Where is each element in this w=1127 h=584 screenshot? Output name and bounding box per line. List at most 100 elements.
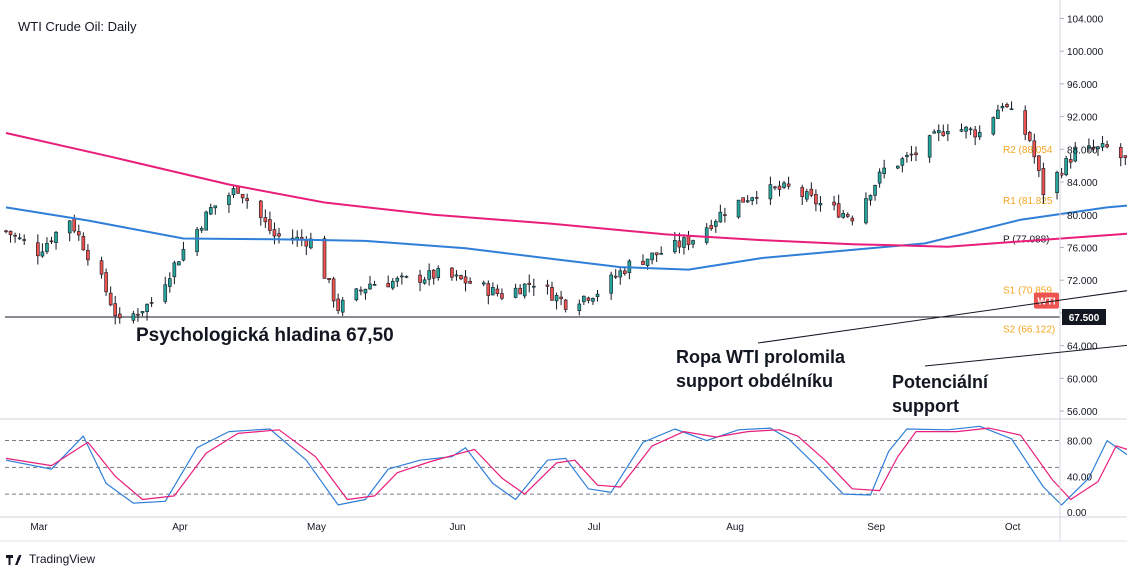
- moving-averages: [6, 133, 1127, 270]
- support-price-label: 67.500: [1069, 313, 1100, 324]
- candle-up: [1065, 158, 1068, 174]
- candle-up: [969, 129, 972, 130]
- price-tick-label: 84.000: [1067, 178, 1098, 189]
- candle-down: [432, 270, 435, 278]
- candle-down: [910, 154, 913, 155]
- candle-down: [528, 283, 531, 284]
- candle-down: [237, 187, 240, 194]
- candle-up: [369, 284, 372, 289]
- candle-up: [1010, 109, 1013, 110]
- oscillator-tick-label: 0.00: [1067, 508, 1087, 519]
- candle-up: [482, 283, 485, 284]
- oscillator-tick-label: 80.00: [1067, 437, 1092, 448]
- axes: 56.00060.00064.00068.00072.00076.00080.0…: [0, 0, 1127, 541]
- candle-up: [45, 243, 48, 251]
- candle-down: [387, 283, 390, 287]
- candle-up: [751, 198, 754, 201]
- candle-up: [18, 238, 21, 239]
- time-tick-label: May: [307, 522, 326, 533]
- candle-up: [682, 238, 685, 248]
- time-tick-label: Sep: [867, 522, 885, 533]
- candle-down: [678, 241, 681, 247]
- chart-title: WTI Crude Oil: Daily: [18, 19, 136, 34]
- candle-down: [755, 197, 758, 198]
- candle-down: [359, 290, 362, 291]
- candle-down: [305, 240, 308, 246]
- candle-down: [419, 275, 422, 282]
- candle-down: [814, 194, 817, 204]
- candle-up: [591, 298, 594, 301]
- candle-up: [68, 221, 71, 233]
- candle-down: [773, 187, 776, 188]
- candle-up: [737, 200, 740, 217]
- candle-up: [141, 311, 144, 312]
- candle-down: [1106, 145, 1109, 147]
- candle-up: [819, 203, 822, 205]
- candle-up: [132, 314, 135, 321]
- candle-up: [651, 253, 654, 260]
- candle-down: [328, 278, 331, 279]
- candle-up: [582, 296, 585, 302]
- candle-down: [560, 297, 563, 299]
- candle-up: [455, 275, 458, 276]
- candle-down: [118, 314, 121, 318]
- candle-up: [146, 304, 149, 312]
- candle-up: [928, 136, 931, 158]
- candle-down: [546, 285, 549, 286]
- candle-up: [173, 263, 176, 277]
- candle-down: [469, 281, 472, 283]
- candle-down: [268, 220, 271, 231]
- candle-down: [1006, 104, 1009, 106]
- candle-up: [164, 285, 167, 302]
- tradingview-logo-icon: [6, 554, 24, 564]
- candle-down: [1069, 159, 1072, 162]
- candle-up: [177, 262, 180, 265]
- time-tick-label: Mar: [30, 522, 48, 533]
- candle-down: [14, 235, 17, 236]
- brand-name: TradingView: [29, 552, 95, 566]
- candle-up: [227, 195, 230, 204]
- candle-up: [960, 130, 963, 132]
- candle-down: [742, 198, 745, 203]
- candle-up: [341, 300, 344, 312]
- candle-up: [619, 271, 622, 277]
- candle-down: [833, 202, 836, 205]
- break-annotation-line2: support obdélníku: [676, 371, 833, 391]
- candle-up: [883, 168, 886, 174]
- candle-down: [73, 219, 76, 231]
- price-tick-label: 100.000: [1067, 47, 1104, 58]
- psychological-level-annotation: Psychologická hladina 67,50: [136, 325, 394, 346]
- candle-up: [596, 294, 599, 297]
- pivot-level-label: S2 (66.122): [1003, 324, 1055, 335]
- candle-down: [82, 236, 85, 250]
- candle-up: [842, 213, 845, 217]
- stochastic-oscillator: [5, 426, 1127, 505]
- candle-down: [77, 232, 80, 236]
- candle-up: [805, 192, 808, 200]
- candle-down: [851, 218, 854, 221]
- price-tick-label: 104.000: [1067, 14, 1104, 25]
- price-tick-label: 96.000: [1067, 80, 1098, 91]
- candle-down: [109, 293, 112, 305]
- candle-up: [946, 131, 949, 133]
- candle-up: [714, 221, 717, 226]
- candle-up: [673, 240, 676, 252]
- candle-down: [100, 261, 103, 275]
- candle-up: [610, 275, 613, 293]
- candle-down: [496, 289, 499, 294]
- candle-down: [1042, 168, 1045, 194]
- candle-down: [241, 194, 244, 198]
- candle-down: [1060, 173, 1063, 175]
- price-tick-label: 76.000: [1067, 243, 1098, 254]
- candle-down: [1037, 156, 1040, 171]
- candle-up: [391, 281, 394, 288]
- candle-down: [587, 298, 590, 300]
- candle-down: [460, 275, 463, 278]
- candle-up: [41, 252, 44, 256]
- tradingview-brand[interactable]: TradingView: [6, 552, 95, 566]
- candle-up: [405, 276, 408, 277]
- candle-up: [1001, 106, 1004, 108]
- candle-up: [532, 286, 535, 287]
